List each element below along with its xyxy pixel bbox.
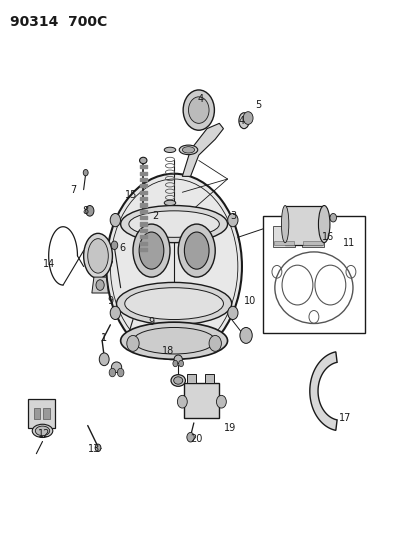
Text: 17: 17: [338, 413, 350, 423]
Text: 13: 13: [88, 445, 100, 455]
Text: 7: 7: [70, 184, 76, 195]
Circle shape: [85, 206, 94, 216]
Ellipse shape: [124, 288, 223, 319]
Circle shape: [111, 241, 117, 249]
Circle shape: [216, 395, 226, 408]
Ellipse shape: [171, 375, 185, 386]
Circle shape: [117, 368, 123, 377]
Text: 15: 15: [124, 190, 137, 200]
Ellipse shape: [182, 147, 194, 153]
Ellipse shape: [111, 362, 121, 373]
Ellipse shape: [179, 145, 197, 155]
Bar: [43, 408, 50, 419]
Bar: [28, 399, 55, 428]
Text: 4: 4: [238, 116, 244, 126]
Circle shape: [186, 432, 194, 442]
Ellipse shape: [178, 224, 215, 277]
Ellipse shape: [164, 200, 176, 206]
Ellipse shape: [174, 355, 182, 364]
Bar: [273, 241, 293, 245]
Bar: [285, 206, 321, 245]
Text: 3: 3: [230, 211, 236, 221]
Circle shape: [173, 360, 177, 367]
Ellipse shape: [227, 306, 237, 319]
Circle shape: [188, 97, 209, 123]
Text: 12: 12: [38, 429, 51, 439]
Ellipse shape: [128, 211, 219, 237]
Ellipse shape: [238, 113, 249, 128]
Ellipse shape: [120, 206, 227, 243]
Circle shape: [126, 335, 139, 351]
Circle shape: [99, 353, 109, 366]
Ellipse shape: [133, 327, 215, 354]
Text: 10: 10: [244, 296, 256, 306]
Polygon shape: [309, 352, 336, 430]
Ellipse shape: [164, 147, 176, 152]
Bar: [184, 383, 219, 418]
Bar: [262, 216, 364, 333]
Ellipse shape: [318, 206, 329, 243]
Text: 19: 19: [223, 423, 235, 433]
Ellipse shape: [139, 232, 164, 269]
Circle shape: [209, 335, 221, 351]
Ellipse shape: [110, 306, 120, 319]
Text: 20: 20: [190, 434, 202, 444]
Ellipse shape: [184, 232, 209, 269]
Text: 11: 11: [342, 238, 354, 248]
Ellipse shape: [227, 214, 237, 227]
Circle shape: [329, 214, 336, 222]
Ellipse shape: [35, 426, 50, 435]
Circle shape: [96, 280, 104, 290]
Bar: [302, 241, 322, 245]
Ellipse shape: [116, 282, 231, 325]
Text: 2: 2: [152, 211, 158, 221]
Ellipse shape: [95, 444, 101, 451]
Polygon shape: [182, 123, 223, 176]
Bar: [301, 225, 323, 247]
Ellipse shape: [133, 224, 170, 277]
Ellipse shape: [106, 174, 241, 359]
Ellipse shape: [32, 424, 53, 438]
Text: 8: 8: [83, 206, 88, 216]
Text: 6: 6: [119, 243, 126, 253]
Ellipse shape: [173, 377, 182, 384]
Bar: [204, 374, 214, 383]
Text: 9: 9: [107, 296, 113, 306]
Text: 18: 18: [161, 346, 173, 357]
Circle shape: [239, 327, 252, 343]
Text: 16: 16: [321, 232, 334, 243]
Bar: [272, 225, 295, 247]
Text: 5: 5: [255, 100, 261, 110]
Ellipse shape: [120, 322, 227, 359]
Ellipse shape: [110, 214, 120, 227]
Bar: [187, 374, 196, 383]
Text: 9: 9: [148, 317, 154, 327]
Circle shape: [242, 112, 252, 124]
Text: 4: 4: [197, 94, 203, 104]
Polygon shape: [92, 277, 108, 293]
Ellipse shape: [139, 157, 147, 164]
Circle shape: [183, 90, 214, 130]
Circle shape: [177, 395, 187, 408]
Text: 90314  700C: 90314 700C: [9, 14, 107, 29]
Ellipse shape: [88, 239, 108, 273]
Circle shape: [178, 360, 183, 367]
Bar: [34, 408, 40, 419]
Text: 1: 1: [101, 333, 107, 343]
Ellipse shape: [83, 233, 112, 278]
Text: 14: 14: [43, 259, 55, 269]
Circle shape: [109, 368, 115, 377]
Circle shape: [83, 169, 88, 176]
Ellipse shape: [281, 206, 288, 243]
